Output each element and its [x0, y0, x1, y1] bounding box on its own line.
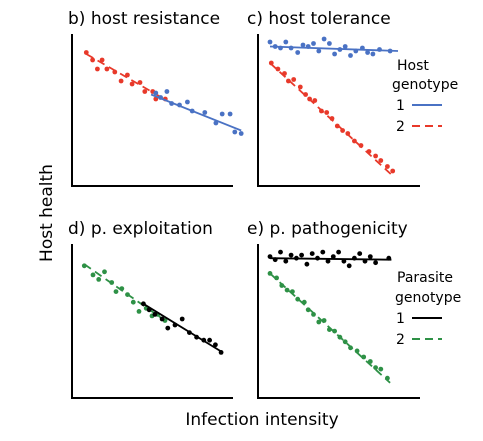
- panel-b-series-1-point-5: [105, 67, 110, 72]
- panel-e-series-1-point-9: [310, 251, 315, 256]
- parasite-legend-label-2: 2: [396, 332, 405, 348]
- panel-d-plot: [82, 263, 224, 354]
- panel-c-plot: [268, 37, 398, 177]
- panel-d-series-1-point-10: [137, 309, 142, 314]
- panel-e-series-1-point-4: [283, 259, 288, 264]
- panel-e-series-1-fit-line: [270, 258, 391, 260]
- panel-d-series-1-point-2: [91, 273, 96, 278]
- panel-c-series-2-point-22: [390, 169, 395, 174]
- panel-b-series-2-point-6: [185, 100, 190, 105]
- panel-c-series-1-point-20: [371, 52, 376, 57]
- panel-d-axes: [72, 244, 233, 398]
- parasite-legend-title-2: genotype: [395, 290, 461, 306]
- panel-c-series-2-point-19: [373, 154, 378, 159]
- panel-c: c) host tolerance Host genotype 1 2: [247, 9, 458, 186]
- panel-e-series-1-point-16: [347, 263, 352, 268]
- panel-c-series-2-point-11: [324, 110, 329, 115]
- panel-b-series-1-point-10: [138, 80, 143, 85]
- panel-e-series-1-point-5: [289, 253, 294, 258]
- panel-d-series-2-point-7: [180, 317, 185, 322]
- panel-c-title: c) host tolerance: [247, 9, 391, 29]
- panel-e-plot: [268, 250, 392, 383]
- panel-b-title: b) host resistance: [68, 9, 220, 29]
- panel-d: d) p. exploitation: [68, 219, 233, 398]
- panel-e-series-1-point-7: [299, 253, 304, 258]
- panel-b-series-2-point-3: [165, 89, 170, 94]
- panel-c-series-1-point-15: [343, 44, 348, 49]
- panel-b-series-1-point-7: [119, 79, 124, 84]
- panel-b-series-2-point-8: [202, 110, 207, 115]
- x-axis-label: Infection intensity: [185, 410, 338, 430]
- y-axis-label: Host health: [37, 164, 57, 262]
- panel-e: e) p. pathogenicity Parasite genotype 1 …: [247, 219, 461, 398]
- panel-c-series-1-point-13: [332, 52, 337, 57]
- parasite-legend-title-1: Parasite: [397, 270, 453, 286]
- parasite-legend-label-1: 1: [396, 311, 405, 327]
- panel-e-series-2-point-4: [285, 288, 290, 293]
- panel-c-series-1-point-4: [283, 40, 288, 45]
- parasite-genotype-legend: Parasite genotype 1 2: [395, 270, 461, 348]
- panel-c-series-2-point-6: [298, 85, 303, 90]
- panel-b-series-2-point-13: [239, 131, 244, 136]
- panel-b-series-1-point-11: [142, 89, 147, 94]
- panel-c-series-1-point-16: [348, 53, 353, 58]
- panel-c-series-1-point-1: [268, 40, 273, 45]
- panel-b: b) host resistance: [68, 9, 244, 186]
- panel-b-series-2-point-10: [220, 112, 225, 117]
- panel-b-series-2-point-11: [228, 112, 233, 117]
- panel-b-axes: [72, 34, 233, 186]
- panel-e-series-2-point-20: [373, 365, 378, 370]
- panel-c-series-1-point-9: [311, 41, 316, 46]
- panel-b-series-2-fit-line: [151, 95, 241, 131]
- panel-d-title: d) p. exploitation: [68, 219, 213, 239]
- panel-b-series-2-point-1: [153, 91, 158, 96]
- panel-c-series-2-point-5: [291, 77, 296, 82]
- panel-e-series-1-point-14: [336, 250, 341, 255]
- panel-e-series-1-point-3: [278, 250, 283, 255]
- host-legend-title-2: genotype: [392, 77, 458, 93]
- panel-c-series-1-point-12: [327, 41, 332, 46]
- panel-e-series-1-point-8: [305, 262, 310, 267]
- panel-e-series-1-point-18: [357, 251, 362, 256]
- panel-e-series-1-point-11: [320, 250, 325, 255]
- panel-d-series-2-point-5: [165, 326, 170, 331]
- panel-c-series-1-point-7: [301, 43, 306, 48]
- panel-d-series-1-point-3: [96, 277, 101, 282]
- panel-c-series-1-point-6: [295, 50, 300, 55]
- panel-d-series-1-point-6: [114, 289, 119, 294]
- host-legend-label-1: 1: [396, 98, 405, 114]
- panel-b-plot: [84, 50, 244, 136]
- panel-c-series-2-point-2: [276, 67, 281, 72]
- host-legend-label-2: 2: [396, 119, 405, 135]
- panel-b-series-1-point-3: [95, 67, 100, 72]
- panel-e-series-1-point-21: [373, 260, 378, 265]
- panel-d-series-2-point-11: [207, 338, 212, 343]
- panel-c-series-1-point-10: [316, 49, 321, 54]
- host-genotype-legend: Host genotype 1 2: [392, 58, 458, 135]
- host-legend-title-1: Host: [397, 58, 429, 74]
- panel-b-series-2-point-12: [232, 130, 237, 135]
- panel-d-series-1-point-4: [102, 269, 107, 274]
- panel-c-series-1-point-11: [322, 37, 327, 42]
- panel-d-series-1-fit-line: [84, 264, 165, 320]
- panel-d-series-1-point-9: [131, 300, 136, 305]
- panel-e-series-2-point-21: [378, 367, 383, 372]
- panel-d-series-2-fit-line: [143, 304, 222, 353]
- panel-e-title: e) p. pathogenicity: [247, 219, 408, 239]
- panel-e-series-1-point-20: [368, 254, 373, 259]
